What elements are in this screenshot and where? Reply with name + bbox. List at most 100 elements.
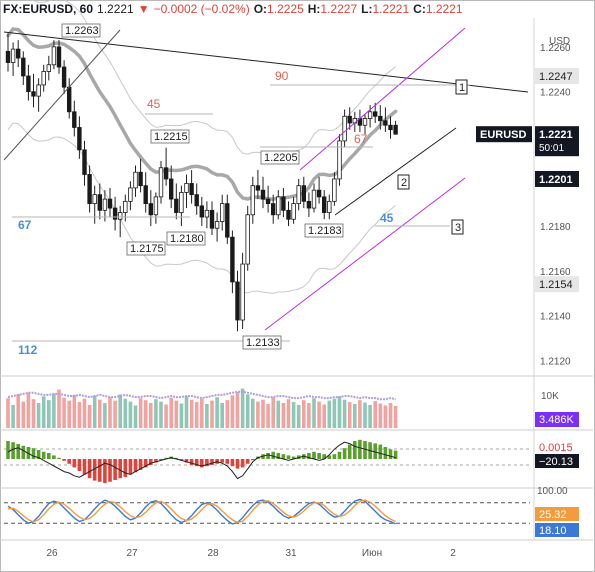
volume-bar — [169, 397, 173, 428]
volume-bar — [286, 399, 291, 428]
price-badge-label: 1.2247 — [539, 71, 573, 83]
price-tick-label: 1.2160 — [540, 267, 571, 278]
oscillator-bar — [123, 459, 128, 477]
oscillator-bar — [230, 459, 235, 467]
volume-bar — [281, 403, 286, 428]
symbol-badge — [476, 126, 532, 143]
oscillator-bar — [225, 459, 230, 464]
volume-bar — [67, 400, 71, 428]
candle-body — [327, 200, 332, 213]
candle-body — [219, 203, 225, 222]
oscillator-bar — [210, 459, 214, 465]
volume-bar — [332, 398, 337, 428]
candle-body — [143, 185, 148, 204]
stochastic-badge-label: 18.10 — [539, 525, 567, 537]
price-callout-label: 1.2175 — [130, 243, 164, 255]
volume-bar — [72, 394, 77, 428]
wave-label-box — [455, 79, 468, 95]
candle-body — [148, 203, 153, 216]
oscillator-bar — [143, 459, 148, 468]
price-badge-label: 1.2201 — [539, 174, 573, 186]
volume-bar — [41, 396, 46, 428]
oscillator-bar — [220, 459, 224, 463]
oscillator-bar — [72, 459, 77, 468]
oscillator-bar — [149, 459, 153, 465]
oscillator-bar — [251, 459, 255, 461]
price-tick-label: 1.2180 — [540, 222, 571, 233]
volume-bar — [6, 398, 10, 428]
candle-body — [240, 263, 245, 321]
oscillator-bar — [205, 459, 209, 467]
ma-period-label: 45 — [147, 97, 161, 111]
candle-body — [97, 194, 102, 211]
candle-body — [10, 48, 16, 63]
oscillator-bar — [194, 459, 199, 467]
oscillator-bar — [322, 454, 326, 459]
symbol-label[interactable]: FX:EURUSD, 60 — [3, 2, 94, 16]
volume-bar — [194, 402, 199, 428]
oscillator-bar — [312, 451, 316, 459]
volume-bar — [347, 402, 352, 428]
candle-body — [342, 115, 347, 142]
volume-bar — [312, 398, 316, 428]
moving-average-line — [6, 27, 398, 202]
oscillator-bar — [235, 459, 240, 469]
oscillator-bar — [154, 459, 158, 463]
oscillator-bar — [67, 459, 71, 464]
volume-bar — [16, 394, 20, 428]
volume-bar — [174, 400, 179, 428]
candle-body — [311, 189, 317, 209]
volume-bar — [378, 403, 383, 428]
volume-ma-line — [7, 390, 396, 401]
high-value: 1.2227 — [320, 2, 358, 16]
volume-bar — [317, 401, 321, 428]
candle-body — [26, 75, 31, 93]
candle-body — [133, 171, 138, 189]
volume-bar — [200, 398, 204, 428]
oscillator-bar — [184, 459, 189, 463]
volume-bar — [164, 404, 168, 428]
oscillator-bar — [98, 459, 102, 482]
volume-bar — [98, 399, 102, 428]
wave-label: 3 — [455, 222, 461, 234]
oscillator-bar — [52, 455, 56, 459]
volume-bar — [26, 392, 31, 428]
candle-body — [270, 203, 276, 216]
volume-bar — [353, 404, 357, 428]
oscillator-bar — [159, 459, 163, 461]
candle-body — [163, 167, 169, 180]
volume-bar — [11, 404, 15, 428]
volume-bar — [342, 399, 347, 428]
volume-bar — [47, 400, 51, 428]
candle-body — [189, 183, 194, 196]
oscillator-bar — [378, 444, 383, 459]
oscillator-bar — [47, 453, 51, 459]
oscillator-bar — [286, 455, 291, 459]
price-callout-label: 1.2183 — [308, 225, 342, 237]
oscillator-bar — [337, 451, 342, 459]
volume-bar — [296, 404, 301, 428]
oscillator-bar — [358, 439, 362, 459]
volume-bar — [179, 403, 184, 428]
oscillator-bar — [200, 459, 204, 468]
price-callout-label: 1.2215 — [154, 131, 188, 143]
candle-body — [128, 187, 133, 202]
volume-bar — [103, 403, 107, 428]
oscillator-bar — [164, 457, 168, 459]
oscillator-bar — [266, 453, 270, 459]
lower-envelope-line — [7, 122, 396, 294]
volume-bar — [143, 400, 148, 428]
stochastic-line — [7, 499, 396, 524]
volume-bar — [373, 401, 377, 428]
oscillator-bar — [16, 444, 20, 459]
candle-body — [321, 196, 327, 213]
oscillator-bar — [317, 453, 321, 459]
candle-body — [87, 174, 92, 204]
price-callout-box — [126, 241, 166, 256]
low-label: L: — [361, 2, 373, 16]
trendline-support — [334, 127, 457, 216]
candle-body — [255, 185, 261, 191]
candle-body — [5, 50, 11, 63]
candle-body — [51, 46, 57, 66]
